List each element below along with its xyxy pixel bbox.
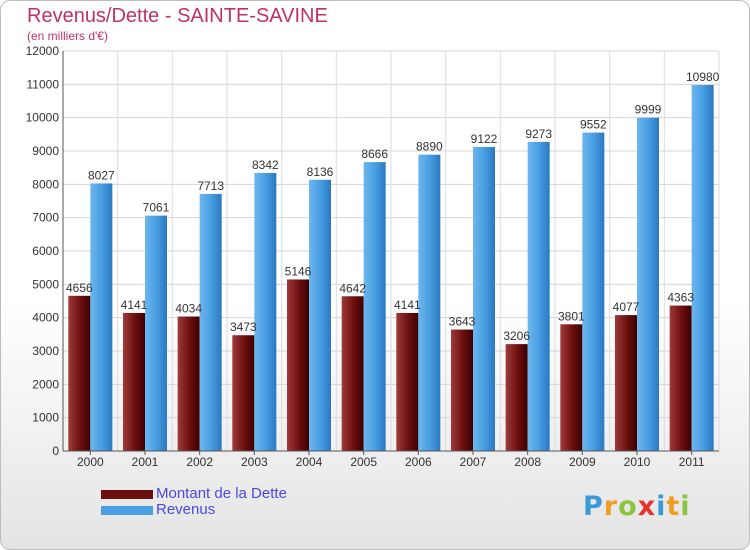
- chart-title: Revenus/Dette - SAINTE-SAVINE: [27, 5, 328, 27]
- x-tick-label: 2011: [679, 455, 705, 469]
- logo-letter: i: [680, 491, 691, 522]
- data-label-revenus: 8890: [416, 140, 443, 154]
- y-tick-label: 1000: [32, 411, 59, 425]
- bar-dette: [615, 315, 637, 451]
- y-tick-label: 8000: [32, 177, 59, 191]
- y-tick-label: 11000: [27, 77, 60, 91]
- bar-revenus: [254, 172, 277, 451]
- x-tick-label: 2006: [405, 455, 432, 469]
- bar-dette: [505, 344, 528, 451]
- x-tick-label: 2004: [296, 455, 323, 469]
- bar-dette: [341, 296, 364, 451]
- bar-dette: [669, 305, 692, 451]
- data-label-revenus: 9273: [525, 127, 552, 141]
- bar-dette: [232, 335, 255, 451]
- legend-label-revenus: Revenus: [156, 501, 216, 518]
- x-tick-label: 2001: [132, 455, 159, 469]
- data-label-dette: 4363: [667, 291, 694, 305]
- logo-letter: r: [603, 491, 619, 522]
- bar-dette: [396, 312, 419, 451]
- logo-letter: o: [618, 491, 638, 522]
- bar-revenus: [418, 154, 441, 451]
- bar-dette: [177, 316, 200, 451]
- logo-letter: t: [666, 491, 681, 522]
- bar-dette: [68, 295, 91, 451]
- y-tick-label: 12000: [26, 44, 60, 58]
- x-tick-label: 2009: [569, 455, 596, 469]
- data-label-revenus: 9999: [635, 103, 662, 117]
- data-label-dette: 4077: [613, 300, 640, 314]
- x-tick-label: 2005: [350, 455, 377, 469]
- data-label-dette: 4642: [339, 281, 366, 295]
- data-label-revenus: 8027: [88, 168, 115, 182]
- data-label-dette: 4141: [121, 298, 148, 312]
- data-label-dette: 3801: [558, 309, 585, 323]
- chart-subtitle: (en milliers d'€): [27, 29, 108, 43]
- y-tick-label: 4000: [32, 311, 59, 325]
- y-tick-label: 5000: [32, 277, 59, 291]
- x-tick-label: 2002: [186, 455, 213, 469]
- x-tick-label: 2000: [77, 455, 104, 469]
- logo-letter: P: [583, 491, 604, 522]
- bar-revenus: [199, 193, 222, 451]
- data-label-revenus: 8342: [252, 158, 279, 172]
- bar-revenus: [527, 141, 550, 451]
- y-tick-label: 2000: [32, 377, 59, 391]
- data-label-dette: 4141: [394, 298, 421, 312]
- bar-revenus: [309, 179, 331, 452]
- y-tick-label: 3000: [32, 344, 59, 358]
- data-label-revenus: 8666: [361, 147, 388, 161]
- y-tick-label: 9000: [32, 144, 59, 158]
- bar-dette: [451, 329, 473, 451]
- y-tick-label: 6000: [32, 244, 59, 258]
- bar-dette: [560, 324, 583, 451]
- data-label-revenus: 7061: [143, 201, 170, 215]
- y-tick-label: 10000: [26, 111, 60, 125]
- data-label-dette: 4034: [175, 302, 202, 316]
- legend-swatch-dette: [101, 490, 153, 499]
- logo-letter: i: [656, 491, 667, 522]
- data-label-dette: 3643: [449, 315, 476, 329]
- x-tick-label: 2007: [460, 455, 487, 469]
- bar-revenus: [90, 183, 113, 451]
- x-tick-label: 2008: [514, 455, 541, 469]
- data-label-dette: 5146: [285, 264, 312, 278]
- bar-revenus: [637, 117, 659, 451]
- bar-revenus: [582, 132, 605, 451]
- data-label-dette: 4656: [66, 281, 93, 295]
- x-tick-label: 2003: [241, 455, 268, 469]
- data-label-dette: 3473: [230, 320, 257, 334]
- data-label-revenus: 7713: [197, 179, 224, 193]
- y-tick-label: 7000: [32, 211, 59, 225]
- bar-dette: [287, 279, 309, 451]
- data-label-revenus: 9122: [471, 132, 498, 146]
- bar-revenus: [145, 215, 167, 451]
- y-tick-label: 0: [52, 444, 59, 458]
- data-label-revenus: 9552: [580, 118, 607, 132]
- data-label-dette: 3206: [503, 329, 530, 343]
- bar-revenus: [473, 146, 495, 451]
- bar-revenus: [691, 85, 714, 451]
- bar-dette: [123, 312, 145, 451]
- logo-letter: x: [637, 491, 657, 522]
- legend-label-dette: Montant de la Dette: [156, 485, 287, 502]
- proxiti-logo: Proxiti: [583, 491, 691, 522]
- bar-revenus: [363, 162, 386, 451]
- data-label-revenus: 8136: [307, 165, 334, 179]
- data-label-revenus: 10980: [686, 70, 720, 84]
- legend-swatch-revenus: [101, 506, 153, 515]
- x-tick-label: 2010: [624, 455, 651, 469]
